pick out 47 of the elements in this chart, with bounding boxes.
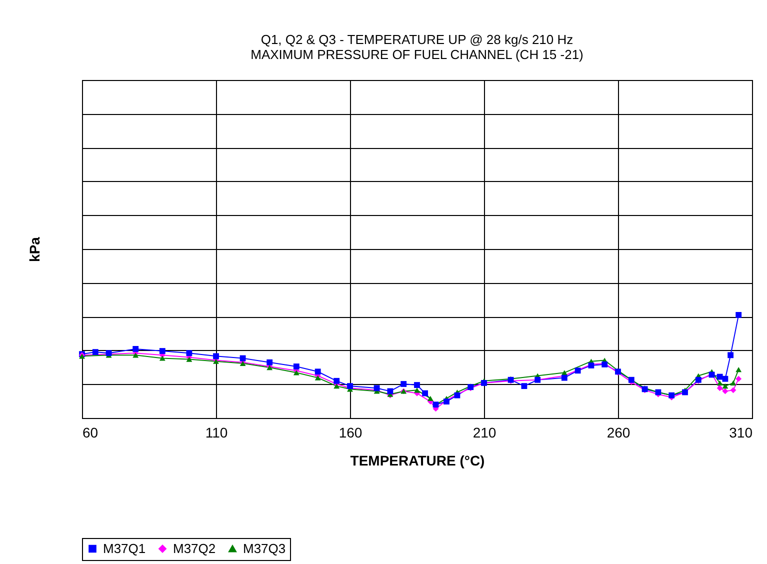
point [132, 346, 139, 352]
point [159, 348, 166, 354]
point [266, 359, 273, 366]
point [427, 396, 434, 401]
legend-label: M37Q1 [103, 540, 146, 556]
x-tick-label: 310 [729, 424, 753, 440]
point [716, 385, 723, 392]
point [736, 376, 742, 382]
point [730, 387, 736, 394]
legend-label: M37Q2 [173, 540, 216, 556]
point [728, 352, 734, 358]
point [730, 380, 736, 386]
point [736, 312, 742, 318]
x-tick-label: 60 [82, 424, 98, 440]
x-tick-label: 260 [606, 424, 630, 440]
x-tick-label: 160 [338, 424, 362, 440]
point [186, 356, 192, 362]
point [186, 350, 192, 356]
point [414, 382, 420, 388]
point [132, 352, 139, 358]
point [521, 383, 528, 390]
point [722, 376, 728, 382]
chart-subtitle: MAXIMUM PRESSURE OF FUEL CHANNEL (CH 15 -21) [250, 47, 584, 62]
point [314, 375, 321, 380]
point [736, 367, 742, 372]
point [400, 381, 407, 387]
point [334, 378, 340, 384]
point [240, 355, 246, 362]
point [213, 353, 219, 360]
point [561, 370, 568, 376]
x-tick-label: 210 [472, 424, 496, 440]
legend-label: M37Q3 [243, 540, 286, 556]
point [722, 383, 728, 389]
chart-title: Q1, Q2 & Q3 - TEMPERATURE UP @ 28 kg/s 210 Hz [260, 32, 574, 47]
point [574, 368, 581, 374]
y-axis-title: kPa [26, 236, 42, 262]
point [159, 356, 166, 361]
point [422, 390, 428, 396]
point [314, 368, 321, 375]
x-tick-label: 110 [205, 424, 228, 440]
point [387, 388, 394, 394]
point [293, 370, 300, 376]
point [92, 349, 98, 356]
point [716, 380, 723, 386]
point [293, 364, 300, 370]
point [722, 388, 728, 394]
x-axis-title: TEMPERATURE (°C) [350, 452, 485, 468]
